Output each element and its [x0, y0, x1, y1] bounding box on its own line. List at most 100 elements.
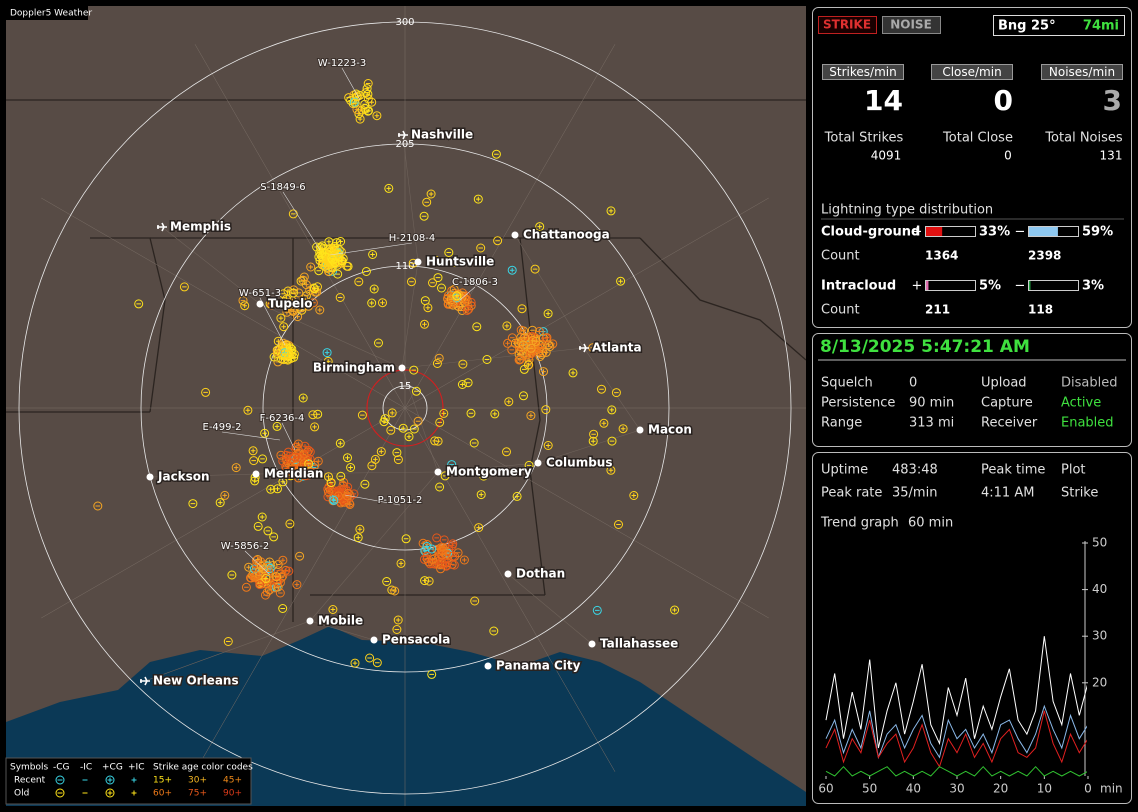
legend-age: 90+	[223, 789, 242, 799]
legend-age: 60+	[153, 789, 172, 799]
strike-symbol	[261, 574, 271, 583]
strike-symbol	[355, 114, 365, 124]
strike-symbol	[426, 189, 436, 199]
info-value: 4:11 AM	[981, 486, 1034, 501]
info-value: Strike	[1061, 486, 1098, 501]
status-box	[812, 333, 1132, 447]
strike-symbol	[367, 298, 377, 308]
strike-symbol	[227, 570, 237, 580]
strike-symbol	[354, 277, 364, 287]
info-value: 483:48	[892, 463, 938, 478]
bar-track	[1028, 280, 1079, 291]
strike-symbol	[255, 580, 265, 590]
strike-symbol	[524, 460, 534, 470]
range-ring	[382, 385, 428, 431]
strike-symbol	[459, 555, 469, 565]
strike-symbol	[463, 378, 473, 388]
strike-symbol	[275, 588, 285, 598]
legend-row-label: Old	[14, 789, 29, 799]
city-label: Dothan	[516, 567, 565, 581]
rate-header-box	[1041, 64, 1123, 80]
strike-symbol	[315, 247, 325, 257]
strike-symbol	[457, 380, 467, 389]
strike-symbol	[288, 288, 298, 298]
strike-symbol	[350, 98, 360, 108]
strike-symbol	[516, 325, 526, 335]
strike-symbol	[342, 261, 352, 271]
storm-leader	[341, 67, 361, 101]
strike-symbol	[368, 250, 378, 259]
strike-symbol	[489, 626, 499, 636]
strike-symbol	[306, 262, 316, 272]
strike-symbol	[295, 551, 305, 561]
count-value: 1364	[925, 249, 958, 263]
storm-label: S-1849-6	[260, 182, 305, 193]
city-dot	[306, 617, 314, 625]
trend-line	[825, 636, 1087, 749]
strike-symbol	[328, 255, 338, 265]
strike-symbol	[262, 579, 272, 589]
strike-symbol	[502, 321, 512, 331]
strike-symbol	[542, 333, 552, 343]
city-dot	[504, 570, 512, 578]
strike-symbol	[504, 397, 514, 407]
strike-symbol	[322, 348, 332, 358]
strike-symbol	[285, 519, 295, 529]
strike-symbol	[588, 343, 598, 353]
storm-leader	[259, 297, 286, 346]
strike-symbol	[337, 256, 347, 266]
strike-symbol	[343, 453, 353, 463]
strike-symbol	[606, 206, 616, 216]
strike-symbol	[520, 333, 530, 343]
strike-symbol	[336, 471, 346, 481]
strike-symbol	[462, 306, 472, 315]
range-rings: 300 205 110 15	[6, 6, 806, 806]
strike-symbol	[434, 353, 444, 363]
city-label: Macon	[648, 423, 692, 437]
city-dot	[370, 636, 378, 644]
strike-symbol	[370, 454, 380, 464]
distribution-title: Lightning type distribution	[821, 203, 993, 218]
strike-symbol	[317, 241, 327, 251]
city-label: Atlanta	[592, 341, 642, 355]
legend-header: Strike age color codes	[153, 763, 253, 773]
strike-symbol	[440, 558, 450, 568]
strike-symbol	[323, 356, 333, 366]
strike-symbol	[384, 183, 394, 193]
legend-header: Symbols	[10, 763, 49, 773]
trend-line	[825, 765, 1087, 777]
bar	[1029, 281, 1031, 290]
strike-symbol	[470, 596, 480, 606]
storm-label: H-2108-4	[389, 233, 436, 244]
count-label: Count	[821, 249, 860, 264]
city-dot	[434, 468, 442, 476]
storm-leader	[244, 550, 271, 576]
strike-symbol	[449, 560, 459, 570]
strike-symbol	[430, 255, 440, 265]
strike-symbol	[273, 484, 283, 494]
trend-box	[812, 452, 1132, 804]
radial-line	[404, 407, 616, 772]
type-name: Cloud-ground	[821, 225, 920, 240]
strike-symbol	[588, 436, 598, 446]
bearing: Bng 25°	[998, 19, 1056, 34]
strike-symbol	[249, 456, 259, 466]
strike-symbol	[428, 554, 438, 564]
range-label: 300	[395, 17, 414, 28]
legend-symbol	[55, 788, 65, 798]
radial-line	[404, 197, 769, 409]
strike-symbol	[327, 253, 337, 263]
strike-symbol	[330, 258, 340, 268]
strike-symbol	[445, 300, 455, 309]
radial-line	[41, 197, 406, 409]
strike-button[interactable]	[818, 16, 877, 34]
noise-button[interactable]	[882, 16, 941, 34]
strike-symbol	[618, 424, 628, 434]
strike-symbol	[436, 564, 446, 574]
strike-symbol	[343, 488, 353, 498]
strike-symbol	[376, 447, 386, 457]
strike-symbol	[309, 284, 319, 294]
strike-symbol	[515, 355, 525, 365]
x-tick-label: 10	[1037, 782, 1052, 796]
strike-symbol	[428, 278, 438, 288]
